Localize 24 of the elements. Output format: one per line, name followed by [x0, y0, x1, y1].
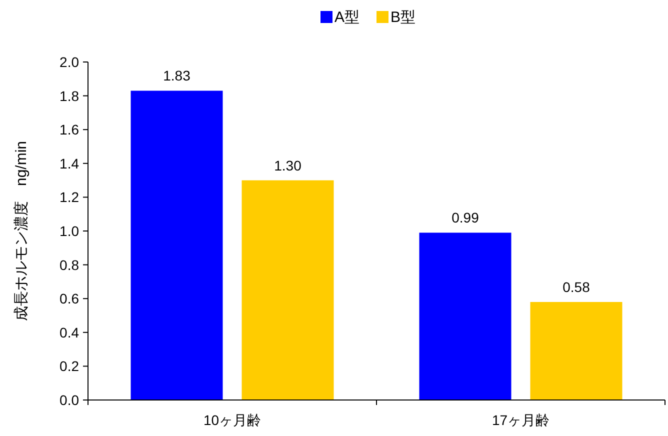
y-tick-label: 1.2 — [60, 189, 80, 206]
x-tick-label: 10ヶ月齢 — [203, 412, 262, 428]
legend-label: A型 — [334, 9, 360, 26]
bar — [130, 90, 223, 400]
y-axis-title: 成長ホルモン濃度 ng/min — [13, 140, 30, 322]
bar — [242, 180, 334, 400]
data-label: 0.99 — [452, 210, 480, 226]
y-tick-label: 1.8 — [60, 88, 80, 104]
y-tick-label: 0.2 — [60, 358, 80, 374]
y-tick-label: 1.4 — [60, 155, 80, 172]
bar — [530, 302, 622, 400]
y-tick-label: 0.8 — [60, 256, 80, 273]
x-tick-label: 17ヶ月齢 — [492, 412, 550, 428]
y-tick-label: 0.4 — [60, 324, 80, 340]
data-label: 1.30 — [274, 157, 302, 174]
y-tick-label: 0.0 — [60, 392, 80, 408]
bar — [419, 232, 512, 400]
y-tick-label: 1.0 — [60, 223, 80, 239]
data-label: 0.58 — [562, 278, 590, 295]
data-label: 1.83 — [163, 68, 191, 84]
legend-label: B型 — [390, 9, 416, 26]
y-tick-label: 1.6 — [60, 122, 80, 138]
y-tick-label: 0.6 — [60, 290, 80, 307]
y-tick-label: 2.0 — [60, 54, 80, 70]
